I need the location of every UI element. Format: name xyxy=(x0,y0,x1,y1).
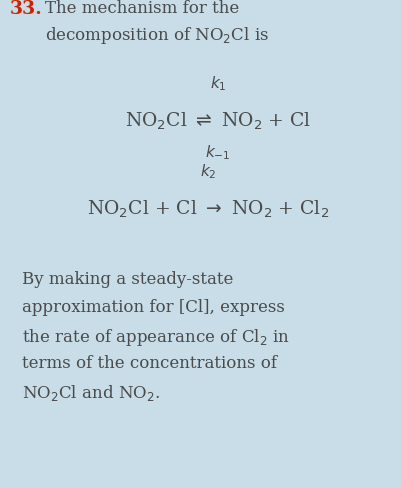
Text: the rate of appearance of Cl$_2$ in: the rate of appearance of Cl$_2$ in xyxy=(22,326,289,347)
Text: decomposition of NO$_2$Cl is: decomposition of NO$_2$Cl is xyxy=(45,25,268,46)
Text: $k_2$: $k_2$ xyxy=(199,162,216,181)
Text: The mechanism for the: The mechanism for the xyxy=(45,0,239,17)
Text: 33.: 33. xyxy=(10,0,43,18)
Text: NO$_2$Cl $\rightleftharpoons$ NO$_2$ + Cl: NO$_2$Cl $\rightleftharpoons$ NO$_2$ + C… xyxy=(125,110,310,131)
Text: NO$_2$Cl + Cl $\rightarrow$ NO$_2$ + Cl$_2$: NO$_2$Cl + Cl $\rightarrow$ NO$_2$ + Cl$… xyxy=(87,198,328,219)
Text: $k_{-1}$: $k_{-1}$ xyxy=(205,142,230,162)
Text: By making a steady-state: By making a steady-state xyxy=(22,270,233,287)
Text: $k_1$: $k_1$ xyxy=(209,74,226,93)
Text: approximation for [Cl], express: approximation for [Cl], express xyxy=(22,298,284,315)
Text: NO$_2$Cl and NO$_2$.: NO$_2$Cl and NO$_2$. xyxy=(22,382,160,402)
Text: terms of the concentrations of: terms of the concentrations of xyxy=(22,354,276,371)
